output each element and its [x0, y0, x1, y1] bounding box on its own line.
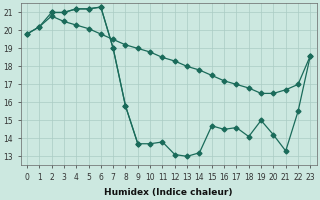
X-axis label: Humidex (Indice chaleur): Humidex (Indice chaleur) — [104, 188, 233, 197]
